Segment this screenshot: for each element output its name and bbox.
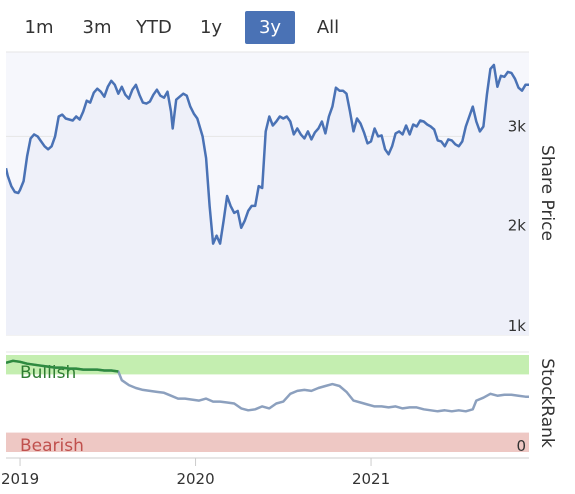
price-tick-label: 2k xyxy=(508,217,527,235)
rank-series-line-bullish xyxy=(6,359,119,373)
rank-tick-label: 0 xyxy=(516,437,526,455)
range-button-1y[interactable]: 1y xyxy=(199,17,223,38)
bearish-band xyxy=(6,432,529,452)
range-button-all[interactable]: All xyxy=(316,17,340,38)
range-button-ytd[interactable]: YTD xyxy=(136,17,172,38)
price-tick-label: 1k xyxy=(508,317,527,335)
price-tick-label: 3k xyxy=(508,117,527,135)
range-button-3y[interactable]: 3y xyxy=(245,11,295,44)
range-button-3m[interactable]: 3m xyxy=(82,17,112,38)
bullish-band xyxy=(6,355,529,375)
rank-axis-title: StockRank xyxy=(537,358,557,448)
price-axis-title: Share Price xyxy=(537,145,557,241)
x-tick-label: 2020 xyxy=(176,470,214,488)
x-tick-label: 2021 xyxy=(352,470,390,488)
price-series-line xyxy=(6,63,529,245)
range-selector: 1m 3m YTD 1y 3y All xyxy=(0,0,575,50)
bearish-label: Bearish xyxy=(20,436,84,456)
x-tick-label: 2019 xyxy=(1,470,39,488)
range-button-1m[interactable]: 1m xyxy=(24,17,54,38)
